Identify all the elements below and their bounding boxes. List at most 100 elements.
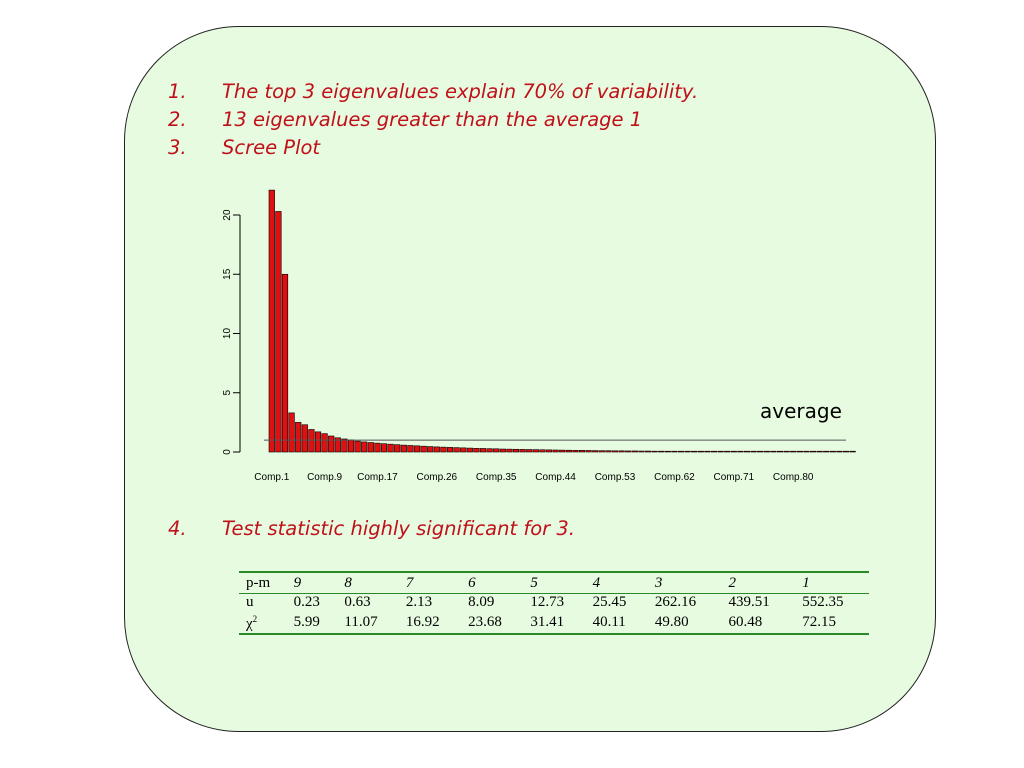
scree-bar <box>565 449 572 453</box>
scree-bar <box>347 439 355 453</box>
scree-bar <box>532 449 539 453</box>
table-cell: 60.48 <box>721 611 796 635</box>
y-tick-label: 15 <box>222 268 233 280</box>
scree-bar <box>545 449 553 453</box>
bullet-number: 4. <box>168 517 187 540</box>
table-header-cell: 9 <box>286 571 338 594</box>
scree-bar <box>790 450 797 453</box>
bullet-item-1: 1. The top 3 eigenvalues explain 70% of v… <box>168 78 698 106</box>
table-header-cell: 8 <box>337 571 399 594</box>
scree-bar <box>361 441 368 453</box>
scree-bar <box>374 442 381 453</box>
x-tick-label: Comp.71 <box>714 472 755 483</box>
bullet-number: 1. <box>168 80 187 103</box>
scree-bar <box>644 450 652 453</box>
scree-bar <box>539 449 546 453</box>
table-cell: 0.23 <box>293 594 320 610</box>
test-statistic-table: p-m 9 8 7 6 5 4 3 2 1 u 0.23 0.63 2.13 8… <box>239 571 869 635</box>
scree-bar <box>308 429 315 453</box>
table-cell: 40.11 <box>585 611 648 635</box>
scree-bar <box>479 448 487 453</box>
scree-bar <box>413 445 421 453</box>
scree-bar <box>638 450 645 453</box>
scree-bar <box>295 422 302 453</box>
table-cell: 0.63 <box>344 594 371 610</box>
scree-bar <box>446 447 454 453</box>
scree-bar <box>572 450 579 453</box>
bullet-number: 2. <box>168 108 187 131</box>
scree-bar <box>770 450 777 453</box>
table-cell: 262.16 <box>654 594 697 610</box>
table-cell: 8.09 <box>468 594 495 610</box>
scree-bar <box>466 447 473 453</box>
scree-bar <box>387 443 394 453</box>
scree-bar <box>400 444 407 453</box>
scree-bar <box>288 412 295 453</box>
scree-bar <box>750 450 757 453</box>
scree-bar <box>592 450 599 453</box>
scree-bar <box>611 450 619 453</box>
scree-bar <box>836 450 843 453</box>
table-cell: 16.92 <box>398 611 462 635</box>
table-cell: 439.51 <box>728 594 770 610</box>
x-tick-label: Comp.9 <box>307 472 342 483</box>
bullet-list: 1. The top 3 eigenvalues explain 70% of v… <box>168 78 698 162</box>
scree-bar <box>367 442 374 453</box>
scree-bar <box>301 424 308 453</box>
table-header-cell: 2 <box>721 571 796 594</box>
scree-bar <box>427 446 434 453</box>
table-cell: 11.07 <box>337 611 399 635</box>
table-cell: 5.99 <box>286 611 338 635</box>
scree-bar <box>341 438 348 453</box>
scree-bar <box>625 450 632 453</box>
superscript: 2 <box>252 614 258 624</box>
bullet-text: 13 eigenvalues greater than the average … <box>222 108 643 131</box>
scree-bar <box>321 433 328 453</box>
scree-bar <box>440 446 447 453</box>
table-header-cell: 6 <box>461 571 524 594</box>
bullet-item-4: 4. Test statistic highly significant for … <box>168 515 575 543</box>
scree-bar <box>473 448 480 453</box>
scree-bar <box>849 450 856 453</box>
table-cell: 12.73 <box>530 594 565 610</box>
table-cell: 25.45 <box>592 594 627 610</box>
scree-bar <box>737 450 744 453</box>
scree-bar <box>697 450 704 453</box>
scree-bar <box>776 450 784 453</box>
bullet-number: 3. <box>168 136 187 159</box>
y-tick-label: 5 <box>222 390 233 396</box>
scree-bar <box>506 448 513 453</box>
bullet-text: The top 3 eigenvalues explain 70% of var… <box>222 80 699 103</box>
x-tick-label: Comp.1 <box>254 472 289 483</box>
scree-bar <box>460 447 467 453</box>
x-tick-label: Comp.35 <box>476 472 517 483</box>
scree-bar <box>493 448 500 453</box>
scree-bar <box>281 273 289 453</box>
scree-bar <box>334 437 341 453</box>
scree-bar <box>664 450 671 453</box>
table-cell: 23.68 <box>461 611 524 635</box>
average-label: average <box>760 399 842 423</box>
scree-bar <box>328 435 335 453</box>
scree-bar <box>268 189 275 453</box>
scree-bar <box>842 450 850 453</box>
scree-bar <box>651 450 658 453</box>
scree-bar <box>743 450 751 453</box>
scree-bar <box>684 450 691 453</box>
table-cell: 31.41 <box>523 611 586 635</box>
scree-bar <box>519 449 526 453</box>
chi-symbol: χ <box>246 616 253 632</box>
scree-bar <box>757 450 764 453</box>
x-tick-label: Comp.17 <box>357 472 398 483</box>
scree-bar <box>499 448 506 453</box>
bullet-item-3: 3. Scree Plot <box>168 134 698 162</box>
scree-bar <box>677 450 685 453</box>
scree-bar <box>710 450 718 453</box>
y-tick-label: 0 <box>222 449 233 455</box>
scree-bar <box>354 440 361 453</box>
x-tick-label: Comp.44 <box>535 472 576 483</box>
scree-bar <box>783 450 790 453</box>
scree-bar <box>585 450 592 453</box>
table-header-cell: 4 <box>585 571 648 594</box>
